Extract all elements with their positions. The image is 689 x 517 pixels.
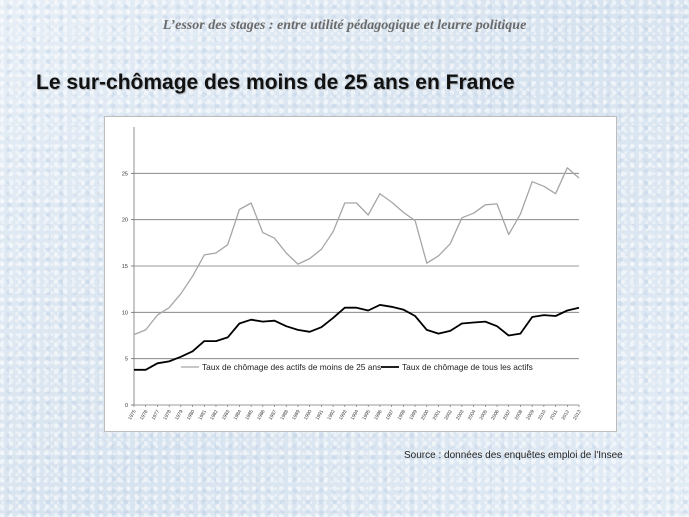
y-tick-label: 15	[122, 264, 128, 270]
x-tick-label: 1998	[397, 409, 408, 422]
x-tick-label: 1995	[361, 409, 372, 422]
legend-label-1: Taux de chômage des actifs de moins de 2…	[202, 362, 381, 372]
series-line-2	[134, 303, 580, 371]
x-tick-label: 2005	[479, 409, 490, 422]
x-tick-label: 1978	[162, 409, 173, 422]
x-tick-label: 1987	[268, 409, 279, 422]
x-tick-label: 1991	[315, 409, 326, 422]
x-tick-label: 2000	[420, 409, 431, 422]
x-tick-label: 1994	[350, 409, 361, 422]
x-tick-label: 2004	[467, 409, 478, 422]
x-tick-label: 1996	[373, 409, 384, 422]
y-tick-label: 10	[122, 310, 128, 316]
x-tick-label: 1985	[244, 409, 255, 422]
x-tick-label: 2013	[572, 409, 583, 422]
y-tick-label: 5	[125, 357, 128, 363]
x-tick-label: 2009	[525, 409, 536, 422]
x-tick-label: 1981	[197, 409, 208, 422]
x-tick-label: 1993	[338, 409, 349, 422]
slide-header: L’essor des stages : entre utilité pédag…	[162, 18, 527, 33]
legend-label-2: Taux de chômage de tous les actifs	[402, 362, 533, 372]
x-tick-label: 2003	[455, 409, 466, 422]
source-note: Source : données des enquêtes emploi de …	[404, 450, 623, 461]
series-line-1	[133, 167, 580, 336]
x-tick-label: 1979	[174, 409, 185, 422]
x-tick-label: 2008	[514, 409, 525, 422]
chart-container: 0 5 10 15 20 25 1975 1976 1977 1978 1979 1980 1981 19…	[104, 116, 617, 432]
slide-title: Le sur-chômage des moins de 25 ans en Fr…	[36, 71, 515, 94]
x-tick-label: 1976	[139, 409, 150, 422]
x-tick-label: 1975	[127, 409, 138, 422]
x-tick-label: 2001	[432, 409, 443, 422]
x-tick-label: 1977	[151, 409, 162, 422]
x-tick-label: 1999	[408, 409, 419, 422]
x-tick-label: 1986	[256, 409, 267, 422]
x-tick-label: 1990	[303, 409, 314, 422]
x-tick-label: 1989	[291, 409, 302, 422]
y-tick-label: 0	[125, 403, 128, 409]
x-tick-label: 2007	[502, 409, 513, 422]
x-tick-label: 1980	[186, 409, 197, 422]
x-tick-label: 1988	[279, 409, 290, 422]
x-tick-label: 2011	[549, 409, 560, 421]
x-tick-label: 1983	[221, 409, 232, 422]
y-tick-label: 25	[122, 171, 128, 177]
x-tick-label: 1982	[209, 409, 220, 422]
y-tick-label: 20	[122, 218, 128, 224]
x-tick-label: 2006	[490, 409, 501, 422]
x-tick-label: 1997	[385, 409, 396, 422]
x-tick-label: 1984	[233, 409, 244, 422]
x-tick-label: 2002	[443, 409, 454, 422]
x-tick-label: 2012	[560, 409, 571, 422]
x-tick-label: 2010	[537, 409, 548, 422]
x-tick-label: 1992	[326, 409, 337, 422]
